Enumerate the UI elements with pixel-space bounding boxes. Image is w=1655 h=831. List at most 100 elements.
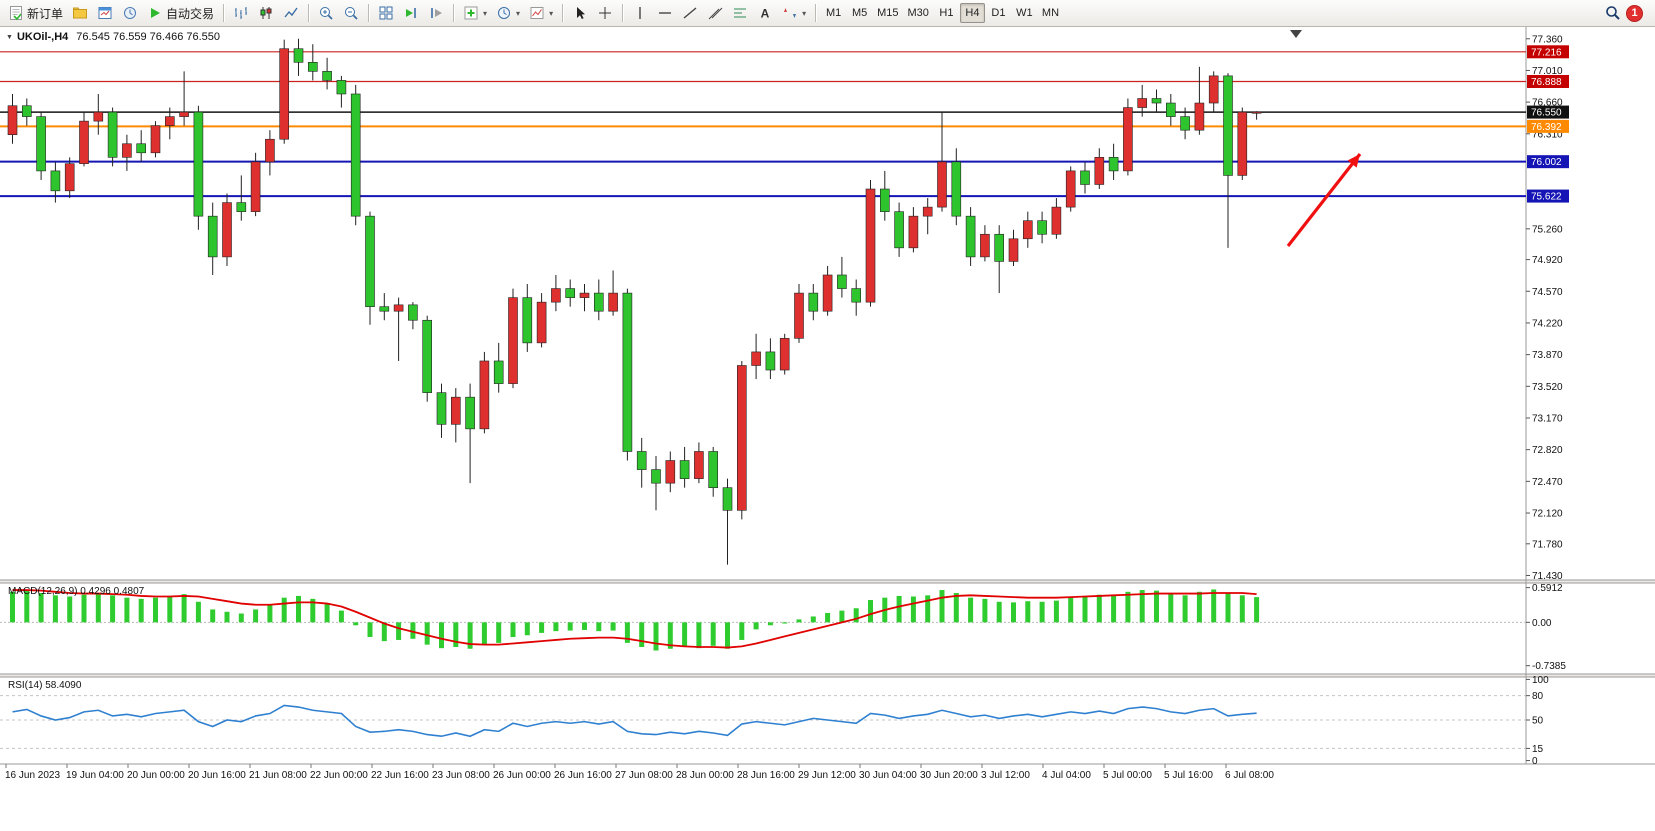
svg-text:A: A: [761, 7, 770, 21]
profiles-button[interactable]: [68, 2, 92, 24]
templates-icon: [530, 7, 544, 19]
timeframe-m1-button[interactable]: M1: [821, 3, 846, 23]
templates-button[interactable]: ▾: [525, 2, 557, 24]
periods-icon: [498, 7, 511, 19]
candlestick-chart-icon: [260, 7, 272, 19]
main-toolbar: 新订单 自动交易 ▾ ▾: [0, 0, 1655, 27]
periods-button[interactable]: ▾: [492, 2, 524, 24]
indicators-icon: [464, 6, 478, 20]
auto-trading-label: 自动交易: [166, 6, 215, 21]
svg-text:20 Jun 00:00: 20 Jun 00:00: [127, 770, 185, 781]
horizontal-line-icon: [659, 12, 672, 14]
svg-text:0.00: 0.00: [1532, 618, 1552, 629]
profiles-icon: [73, 7, 88, 19]
toolbar-separator: [622, 4, 624, 22]
cursor-button[interactable]: [568, 2, 592, 24]
timeframe-m15-button[interactable]: M15: [873, 3, 902, 23]
svg-text:30 Jun 04:00: 30 Jun 04:00: [859, 770, 917, 781]
equidistant-channel-button[interactable]: [703, 2, 727, 24]
indicators-dropdown-icon[interactable]: ▾: [483, 8, 488, 18]
horizontal-line-button[interactable]: [653, 2, 677, 24]
svg-text:74.920: 74.920: [1532, 255, 1563, 266]
svg-text:28 Jun 00:00: 28 Jun 00:00: [676, 770, 734, 781]
timeframe-w1-button[interactable]: W1: [1012, 3, 1037, 23]
toolbar-separator: [562, 4, 564, 22]
svg-text:28 Jun 16:00: 28 Jun 16:00: [737, 770, 795, 781]
svg-text:80: 80: [1532, 691, 1544, 702]
line-chart-button[interactable]: [279, 2, 303, 24]
svg-text:22 Jun 16:00: 22 Jun 16:00: [371, 770, 429, 781]
svg-text:76.660: 76.660: [1532, 98, 1563, 109]
bar-chart-icon: [235, 7, 248, 19]
auto-trading-button[interactable]: 自动交易: [143, 2, 218, 24]
svg-text:76.310: 76.310: [1532, 129, 1563, 140]
auto-scroll-button[interactable]: [399, 2, 423, 24]
arrows-dropdown-icon[interactable]: ▾: [802, 8, 807, 18]
toolbar-separator: [815, 4, 817, 22]
collapse-arrow-icon[interactable]: ▼: [6, 34, 13, 41]
toolbar-separator: [308, 4, 310, 22]
data-window-button[interactable]: [118, 2, 142, 24]
new-order-button[interactable]: 新订单: [4, 2, 67, 24]
svg-text:5 Jul 00:00: 5 Jul 00:00: [1103, 770, 1152, 781]
svg-text:71.430: 71.430: [1532, 571, 1563, 582]
svg-text:77.360: 77.360: [1532, 34, 1563, 45]
vertical-line-button[interactable]: [628, 2, 652, 24]
indicators-button[interactable]: ▾: [459, 2, 491, 24]
svg-text:72.820: 72.820: [1532, 445, 1563, 456]
timeframe-mn-button[interactable]: MN: [1038, 3, 1063, 23]
notification-badge[interactable]: 1: [1626, 4, 1643, 22]
fibonacci-button[interactable]: [728, 2, 752, 24]
svg-text:19 Jun 04:00: 19 Jun 04:00: [66, 770, 124, 781]
svg-text:16 Jun 2023: 16 Jun 2023: [5, 770, 60, 781]
svg-text:50: 50: [1532, 716, 1544, 727]
timeframe-h1-button[interactable]: H1: [934, 3, 959, 23]
crosshair-icon: [599, 7, 612, 19]
svg-text:73.520: 73.520: [1532, 382, 1563, 393]
periods-dropdown-icon[interactable]: ▾: [516, 8, 521, 18]
timeframe-h4-button[interactable]: H4: [959, 3, 985, 23]
zoom-in-button[interactable]: [314, 2, 338, 24]
svg-text:76.392: 76.392: [1531, 122, 1562, 133]
svg-text:74.220: 74.220: [1532, 318, 1563, 329]
zoom-in-icon: [320, 7, 333, 20]
timeframe-m5-button[interactable]: M5: [847, 3, 872, 23]
arrows-button[interactable]: ▾: [778, 2, 810, 24]
svg-text:20 Jun 16:00: 20 Jun 16:00: [188, 770, 246, 781]
chart-header: ▼ UKOil-,H4 76.545 76.559 76.466 76.550: [6, 31, 220, 43]
svg-text:73.870: 73.870: [1532, 350, 1563, 361]
svg-text:77.216: 77.216: [1531, 47, 1562, 58]
chart-ohlc: 76.545 76.559 76.466 76.550: [76, 31, 221, 43]
templates-dropdown-icon[interactable]: ▾: [549, 8, 554, 18]
text-button[interactable]: A: [753, 2, 777, 24]
bar-chart-button[interactable]: [229, 2, 253, 24]
chart-symbol-title: UKOil-,H4: [16, 31, 69, 43]
chart-shift-icon: [431, 8, 443, 18]
svg-text:76.888: 76.888: [1531, 77, 1562, 88]
search-button[interactable]: [1601, 2, 1625, 24]
data-window-icon: [124, 7, 137, 19]
vertical-line-icon: [639, 7, 641, 19]
tile-windows-button[interactable]: [374, 2, 398, 24]
timeframe-d1-button[interactable]: D1: [986, 3, 1011, 23]
fibonacci-icon: [734, 8, 747, 18]
toolbar-separator: [223, 4, 225, 22]
crosshair-button[interactable]: [593, 2, 617, 24]
zoom-out-button[interactable]: [339, 2, 363, 24]
cursor-icon: [577, 7, 586, 19]
svg-text:72.120: 72.120: [1532, 509, 1563, 520]
tile-windows-icon: [379, 6, 393, 20]
svg-text:6 Jul 08:00: 6 Jul 08:00: [1225, 770, 1274, 781]
trendline-button[interactable]: [678, 2, 702, 24]
svg-text:71.780: 71.780: [1532, 539, 1563, 550]
search-icon: [1606, 6, 1620, 20]
chart-shift-button[interactable]: [424, 2, 448, 24]
candlestick-chart-button[interactable]: [254, 2, 278, 24]
svg-text:-0.7385: -0.7385: [1532, 661, 1566, 672]
new-order-label: 新订单: [27, 6, 64, 21]
market-watch-button[interactable]: [93, 2, 117, 24]
timeframe-m30-button[interactable]: M30: [904, 3, 933, 23]
svg-text:77.010: 77.010: [1532, 66, 1563, 77]
zoom-out-icon: [345, 7, 358, 20]
